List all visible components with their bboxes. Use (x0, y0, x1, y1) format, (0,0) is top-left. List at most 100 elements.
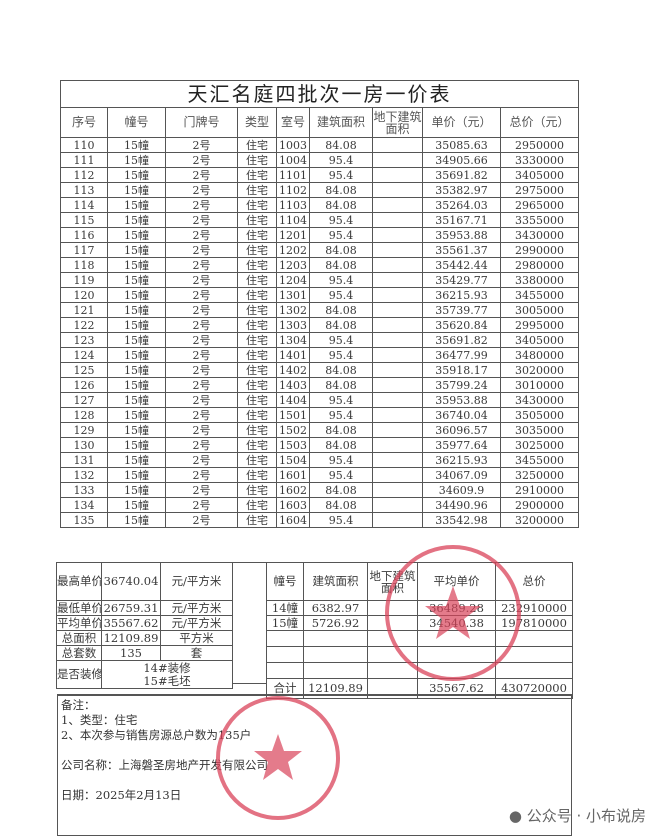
table-cell: 住宅 (237, 257, 277, 273)
table-cell: 36096.57 (422, 422, 501, 438)
table-cell: 36215.93 (422, 287, 501, 303)
table-cell: 36740.04 (422, 407, 501, 423)
table-cell: 118 (60, 257, 108, 273)
table-cell: 133 (60, 482, 108, 498)
company-name: 公司名称：上海磐圣房地产开发有限公司 (61, 758, 268, 772)
table-row: 126 15幢 2号 住宅 1403 84.08 35799.24 3010000 (60, 377, 580, 393)
table-cell: 15幢 (107, 332, 166, 348)
table-cell: 35620.84 (422, 317, 501, 333)
table-cell: 95.4 (309, 407, 373, 423)
table-cell: 35739.77 (422, 302, 501, 318)
table-row: 115 15幢 2号 住宅 1104 95.4 35167.71 3355000 (60, 212, 580, 228)
table-cell: 住宅 (237, 227, 277, 243)
table-row: 114 15幢 2号 住宅 1103 84.08 35264.03 2965000 (60, 197, 580, 213)
table-cell: 3200000 (499, 512, 580, 528)
summary-gap (232, 562, 266, 684)
table-cell (372, 332, 423, 348)
notes-heading: 备注： (61, 698, 96, 712)
table-cell: 1202 (276, 242, 310, 258)
table-cell (372, 512, 423, 528)
table-cell: 95.4 (309, 332, 373, 348)
table-cell: 3405000 (499, 167, 580, 183)
table-cell: 3405000 (499, 332, 580, 348)
summary-cell (495, 630, 573, 647)
table-cell: 1603 (276, 497, 310, 513)
table-cell: 15幢 (107, 242, 166, 258)
table-row: 127 15幢 2号 住宅 1404 95.4 35953.88 3430000 (60, 392, 580, 408)
table-cell: 124 (60, 347, 108, 363)
table-cell: 1401 (276, 347, 310, 363)
table-cell: 住宅 (237, 362, 277, 378)
table-cell: 35953.88 (422, 227, 501, 243)
table-cell: 住宅 (237, 287, 277, 303)
avg-price-label: 平均单价 (56, 615, 102, 631)
summary-header: 幢号 建筑面积 地下建筑面积 平均单价 总价 (266, 562, 573, 601)
table-cell (372, 437, 423, 453)
table-cell: 15幢 (107, 497, 166, 513)
table-cell: 2980000 (499, 257, 580, 273)
table-cell: 2号 (165, 497, 238, 513)
total-area-unit: 平方米 (160, 630, 233, 646)
page-title: 天汇名庭四批次一房一价表 (59, 80, 580, 108)
decoration-label: 是否装修 (56, 660, 102, 689)
table-cell: 3505000 (499, 407, 580, 423)
table-cell: 35429.77 (422, 272, 501, 288)
summary-cell (266, 630, 304, 647)
table-cell: 2号 (165, 167, 238, 183)
table-cell: 2号 (165, 437, 238, 453)
table-cell: 34609.9 (422, 482, 501, 498)
table-cell: 3430000 (499, 227, 580, 243)
table-cell: 35561.37 (422, 242, 501, 258)
table-cell: 住宅 (237, 467, 277, 483)
table-cell: 35167.71 (422, 212, 501, 228)
table-cell (372, 212, 423, 228)
table-cell: 15幢 (107, 302, 166, 318)
table-row: 131 15幢 2号 住宅 1504 95.4 36215.93 3455000 (60, 452, 580, 468)
table-cell: 2号 (165, 242, 238, 258)
notes-box: 备注： 1、类型：住宅 2、本次参与销售房源总户数为135户 公司名称：上海磐圣… (57, 694, 572, 836)
table-cell: 35799.24 (422, 377, 501, 393)
summary-row: 14幢 6382.97 36489.28 232910000 (266, 600, 573, 616)
min-price-label: 最低单价 (56, 600, 102, 616)
summary-cell: 232910000 (495, 600, 573, 616)
table-row: 134 15幢 2号 住宅 1603 84.08 34490.96 2900000 (60, 497, 580, 513)
table-cell: 3250000 (499, 467, 580, 483)
table-cell: 35953.88 (422, 392, 501, 408)
table-cell: 2号 (165, 332, 238, 348)
table-cell: 1503 (276, 437, 310, 453)
total-count-unit: 套 (160, 645, 233, 661)
table-cell: 住宅 (237, 437, 277, 453)
table-cell: 84.08 (309, 482, 373, 498)
table-cell: 1004 (276, 152, 310, 168)
table-cell: 36215.93 (422, 452, 501, 468)
table-cell (372, 137, 423, 153)
min-price-unit: 元/平方米 (160, 600, 233, 616)
table-cell (372, 362, 423, 378)
table-cell: 34490.96 (422, 497, 501, 513)
column-header: 类型 (237, 107, 277, 138)
summary-cell (367, 600, 418, 616)
summary-cell: 地下建筑面积 (367, 562, 418, 601)
summary-cell (367, 646, 418, 663)
table-cell (372, 152, 423, 168)
table-row: 116 15幢 2号 住宅 1201 95.4 35953.88 3430000 (60, 227, 580, 243)
table-cell (372, 377, 423, 393)
column-header: 室号 (276, 107, 310, 138)
table-cell: 15幢 (107, 167, 166, 183)
table-cell: 2号 (165, 362, 238, 378)
table-cell: 1404 (276, 392, 310, 408)
table-cell: 132 (60, 467, 108, 483)
table-cell: 15幢 (107, 137, 166, 153)
table-cell: 3330000 (499, 152, 580, 168)
table-cell: 15幢 (107, 467, 166, 483)
table-cell: 15幢 (107, 257, 166, 273)
table-cell: 1103 (276, 197, 310, 213)
table-cell: 95.4 (309, 152, 373, 168)
table-row: 125 15幢 2号 住宅 1402 84.08 35918.17 3020000 (60, 362, 580, 378)
table-cell: 3010000 (499, 377, 580, 393)
table-cell: 2910000 (499, 482, 580, 498)
table-row: 112 15幢 2号 住宅 1101 95.4 35691.82 3405000 (60, 167, 580, 183)
table-row: 121 15幢 2号 住宅 1302 84.08 35739.77 3005000 (60, 302, 580, 318)
table-row: 113 15幢 2号 住宅 1102 84.08 35382.97 2975000 (60, 182, 580, 198)
date: 日期：2025年2月13日 (61, 788, 182, 802)
